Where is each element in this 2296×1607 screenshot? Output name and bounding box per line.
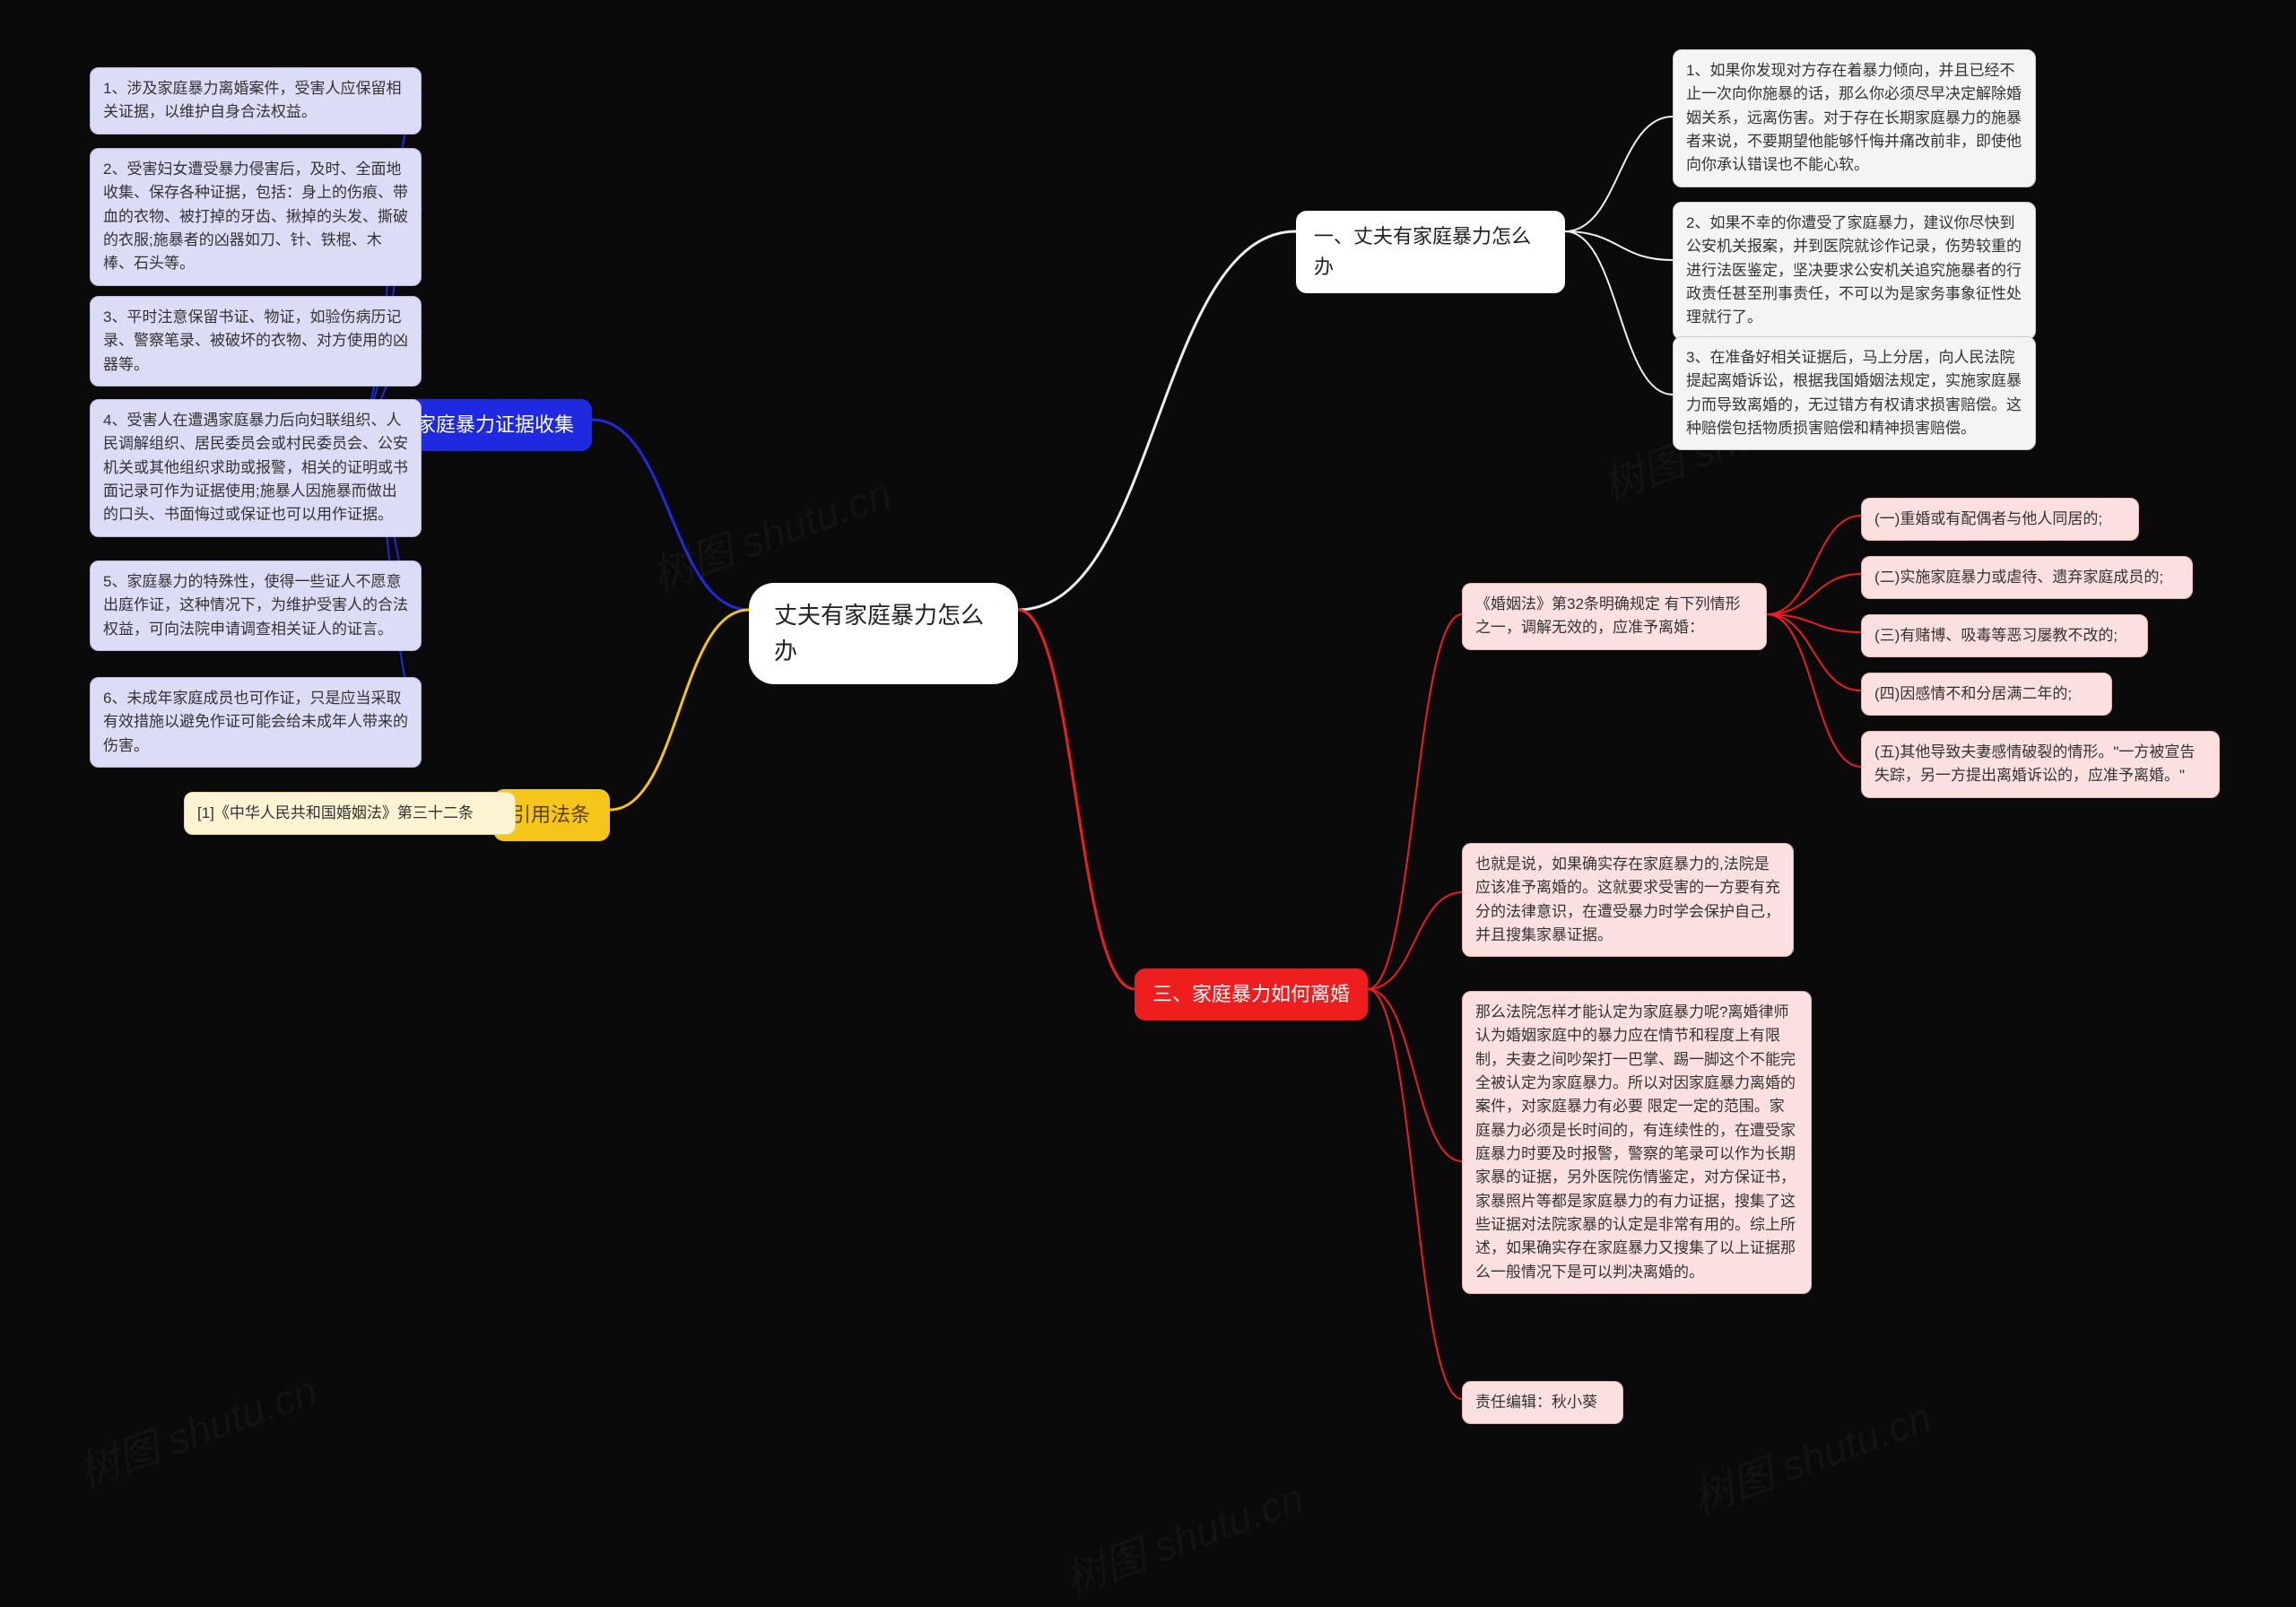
leaf-node: 5、家庭暴力的特殊性，使得一些证人不愿意出庭作证，这种情况下，为维护受害人的合法… <box>90 560 422 651</box>
leaf-node: (一)重婚或有配偶者与他人同居的; <box>1861 498 2139 541</box>
leaf-node: 6、未成年家庭成员也可作证，只是应当采取有效措施以避免作证可能会给未成年人带来的… <box>90 677 422 768</box>
leaf-node: (二)实施家庭暴力或虐待、遗弃家庭成员的; <box>1861 556 2193 599</box>
leaf-node: 责任编辑：秋小葵 <box>1462 1381 1623 1424</box>
leaf-node: 3、平时注意保留书证、物证，如验伤病历记录、警察笔录、被破坏的衣物、对方使用的凶… <box>90 296 422 387</box>
center-node: 丈夫有家庭暴力怎么办 <box>749 583 1018 684</box>
watermark: 树图 shutu.cn <box>1683 1385 1938 1525</box>
leaf-node: (三)有赌博、吸毒等恶习屡教不改的; <box>1861 614 2148 657</box>
leaf-node: 1、如果你发现对方存在着暴力倾向，并且已经不止一次向你施暴的话，那么你必须尽早决… <box>1673 49 2036 187</box>
leaf-node: 2、受害妇女遭受暴力侵害后，及时、全面地收集、保存各种证据，包括：身上的伤痕、带… <box>90 148 422 286</box>
leaf-node: 那么法院怎样才能认定为家庭暴力呢?离婚律师认为婚姻家庭中的暴力应在情节和程度上有… <box>1462 991 1812 1294</box>
leaf-node: 2、如果不幸的你遭受了家庭暴力，建议你尽快到公安机关报案，并到医院就诊作记录，伤… <box>1673 202 2036 340</box>
leaf-node: [1]《中华人民共和国婚姻法》第三十二条 <box>184 792 516 835</box>
leaf-node: 《婚姻法》第32条明确规定 有下列情形之一，调解无效的，应准予离婚： <box>1462 583 1767 650</box>
watermark: 树图 shutu.cn <box>69 1358 324 1498</box>
watermark: 树图 shutu.cn <box>1056 1465 1310 1606</box>
leaf-node: 1、涉及家庭暴力离婚案件，受害人应保留相关证据，以维护自身合法权益。 <box>90 67 422 135</box>
watermark: 树图 shutu.cn <box>643 461 898 602</box>
leaf-node: 也就是说，如果确实存在家庭暴力的,法院是应该准予离婚的。这就要求受害的一方要有充… <box>1462 843 1794 957</box>
leaf-node: (四)因感情不和分居满二年的; <box>1861 673 2112 716</box>
branch-node: 一、丈夫有家庭暴力怎么办 <box>1296 211 1565 293</box>
leaf-node: 3、在准备好相关证据后，马上分居，向人民法院提起离婚诉讼，根据我国婚姻法规定，实… <box>1673 336 2036 450</box>
leaf-node: (五)其他导致夫妻感情破裂的情形。"一方被宣告失踪，另一方提出离婚诉讼的，应准予… <box>1861 731 2220 798</box>
branch-node: 三、家庭暴力如何离婚 <box>1135 969 1368 1021</box>
leaf-node: 4、受害人在遭遇家庭暴力后向妇联组织、人民调解组织、居民委员会或村民委员会、公安… <box>90 399 422 537</box>
